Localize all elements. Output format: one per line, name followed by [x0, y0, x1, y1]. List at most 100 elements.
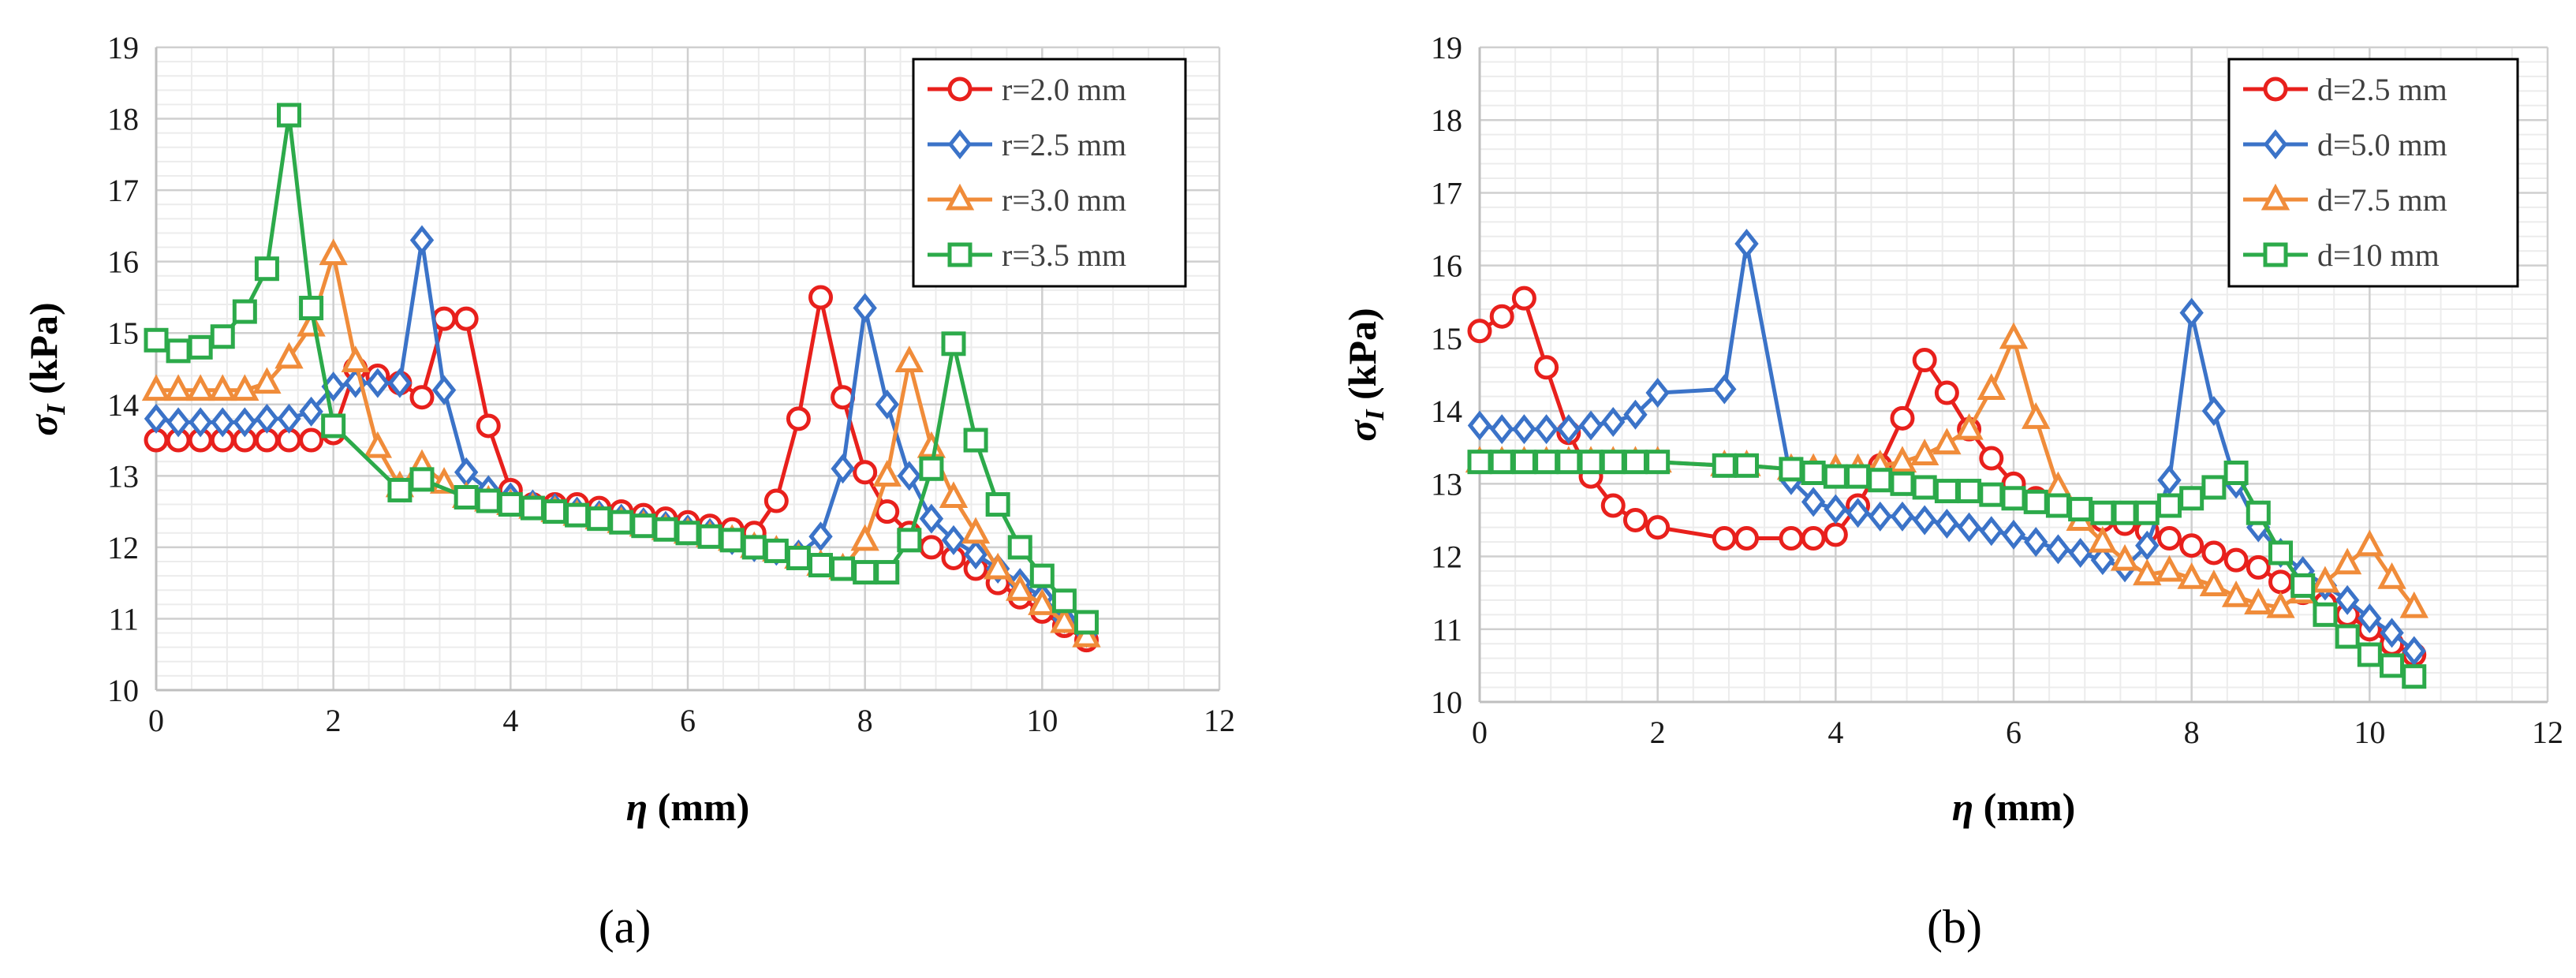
data-point — [1999, 322, 2029, 349]
data-point — [919, 535, 944, 560]
legend-item: r=2.5 mm — [928, 127, 1126, 162]
data-point — [2201, 396, 2227, 427]
y-tick-label: 18 — [107, 102, 139, 137]
y-tick-label: 11 — [108, 601, 139, 636]
data-point — [1979, 446, 2004, 471]
data-point — [543, 499, 567, 524]
data-point — [2024, 527, 2048, 558]
data-point — [210, 324, 235, 349]
data-point — [919, 456, 944, 481]
data-point — [277, 403, 301, 434]
data-point — [2268, 540, 2293, 566]
data-point — [2268, 569, 2293, 595]
data-point — [1890, 405, 1915, 431]
y-axis-symbol: σ — [1340, 419, 1384, 442]
data-point — [144, 403, 169, 434]
data-point — [299, 427, 324, 453]
y-axis-symbol: σ — [21, 413, 65, 436]
series-line — [1479, 241, 2416, 653]
legend-marker — [2261, 183, 2290, 211]
legend-label: r=3.5 mm — [1002, 237, 1126, 273]
data-point — [2001, 519, 2026, 550]
data-point — [188, 407, 213, 438]
legend-item: d=5.0 mm — [2243, 127, 2447, 162]
series-d-10-mm — [1467, 450, 2427, 689]
data-point — [2090, 545, 2115, 576]
data-point — [498, 492, 523, 517]
data-point — [831, 556, 856, 581]
data-point — [1511, 450, 1536, 475]
data-point — [1823, 522, 1848, 547]
legend-label: d=7.5 mm — [2317, 182, 2447, 218]
x-tick-label: 6 — [2006, 715, 2022, 750]
data-point — [2001, 486, 2026, 511]
x-tick-label: 10 — [1026, 703, 1058, 738]
x-tick-label: 2 — [1650, 715, 1666, 750]
data-point — [917, 431, 946, 458]
data-point — [141, 374, 171, 401]
data-point — [2088, 525, 2118, 553]
data-point — [919, 503, 944, 534]
legend-item: r=3.0 mm — [928, 182, 1126, 218]
data-point — [409, 467, 435, 492]
data-point — [963, 427, 988, 453]
data-point — [1028, 588, 1057, 615]
legend-label: r=3.0 mm — [1002, 182, 1126, 218]
data-point — [365, 368, 390, 398]
legend-marker — [2263, 242, 2288, 267]
data-point — [454, 306, 479, 331]
data-point — [609, 510, 634, 535]
x-axis-title: η (mm) — [626, 785, 750, 829]
data-point — [1534, 414, 1559, 445]
data-point — [1556, 414, 1581, 445]
data-point — [853, 293, 877, 323]
y-tick-label: 10 — [107, 673, 139, 708]
data-point — [208, 374, 237, 401]
data-point — [875, 560, 900, 585]
data-point — [808, 553, 833, 578]
data-point — [941, 524, 966, 555]
x-axis-title: η (mm) — [1952, 785, 2076, 829]
data-point — [2246, 554, 2271, 580]
data-point — [1801, 526, 1826, 551]
data-point — [1006, 573, 1035, 601]
data-point — [1823, 464, 1848, 489]
y-tick-label: 19 — [107, 30, 139, 65]
data-point — [2335, 584, 2360, 615]
data-point — [697, 524, 722, 549]
data-point — [1910, 439, 1939, 465]
series-line — [1478, 296, 2415, 657]
data-point — [2377, 562, 2406, 589]
data-point — [741, 535, 767, 560]
data-point — [2135, 530, 2160, 561]
data-point — [1622, 507, 1648, 532]
data-point — [1954, 412, 1984, 440]
data-point — [299, 296, 324, 321]
data-point — [941, 331, 966, 356]
legend-label: d=10 mm — [2317, 237, 2440, 273]
data-point — [1824, 494, 1848, 524]
y-tick-label: 15 — [1431, 321, 1462, 356]
data-point — [894, 345, 924, 372]
data-point — [1467, 319, 1492, 344]
data-point — [565, 502, 590, 528]
y-tick-label: 18 — [1431, 103, 1462, 138]
data-point — [2156, 526, 2182, 551]
x-axis-unit: (mm) — [1973, 785, 2075, 829]
data-point — [277, 103, 301, 128]
data-point — [2112, 500, 2137, 525]
data-point — [2133, 558, 2162, 586]
data-point — [2223, 461, 2249, 485]
data-point — [341, 345, 370, 372]
y-tick-label: 12 — [1431, 539, 1462, 575]
data-point — [144, 327, 169, 353]
data-point — [2357, 642, 2382, 667]
data-point — [675, 521, 700, 546]
legend-marker — [2263, 129, 2288, 160]
data-point — [254, 256, 279, 282]
data-point — [1489, 450, 1514, 475]
data-point — [1934, 380, 1959, 405]
data-point — [1534, 355, 1559, 380]
